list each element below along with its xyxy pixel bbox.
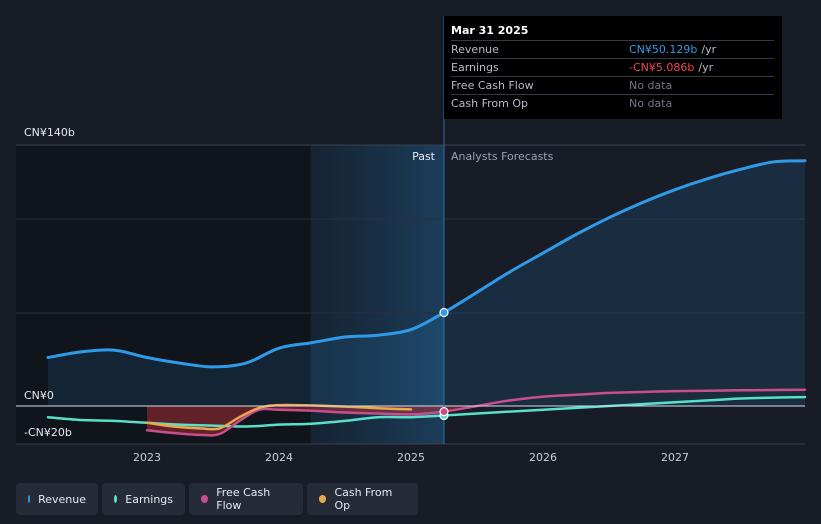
legend-dot-icon <box>114 495 118 503</box>
y-axis-label-top: CN¥140b <box>24 126 75 139</box>
chart-legend: Revenue Earnings Free Cash Flow Cash Fro… <box>16 483 422 515</box>
legend-label: Earnings <box>125 492 173 506</box>
y-axis-label-zero: CN¥0 <box>24 389 54 402</box>
legend-label: Cash From Op <box>334 486 393 512</box>
free-cash-flow-marker <box>439 407 449 417</box>
y-axis-label-bottom: -CN¥20b <box>24 426 72 439</box>
x-tick-label: 2023 <box>133 451 161 464</box>
legend-label: Free Cash Flow <box>216 486 271 512</box>
legend-item-revenue[interactable]: Revenue <box>16 483 98 515</box>
revenue-line <box>46 159 807 369</box>
legend-dot-icon <box>28 495 31 503</box>
tooltip-row-unit: /yr <box>698 61 714 74</box>
cash-from-op-line <box>145 403 413 431</box>
tooltip-row-free-cash-flow: Free Cash Flow No data <box>451 77 774 95</box>
legend-item-earnings[interactable]: Earnings <box>102 483 185 515</box>
x-tick-label: 2025 <box>397 451 425 464</box>
tooltip-row-name: Cash From Op <box>451 97 529 110</box>
legend-item-cash-from-op[interactable]: Cash From Op <box>307 483 418 515</box>
tooltip-row-value: No data <box>629 79 673 92</box>
revenue-marker <box>439 307 449 318</box>
legend-dot-icon <box>319 495 327 503</box>
data-tooltip: Mar 31 2025 Revenue CN¥50.129b /yr Earni… <box>444 16 782 119</box>
x-tick-label: 2026 <box>529 451 557 464</box>
tooltip-date: Mar 31 2025 <box>451 23 774 41</box>
tooltip-row-value: -CN¥5.086b <box>629 61 695 74</box>
legend-item-free-cash-flow[interactable]: Free Cash Flow <box>189 483 303 515</box>
past-label: Past <box>412 150 435 163</box>
tooltip-row-unit: /yr <box>701 43 717 56</box>
revenue-area <box>48 160 805 406</box>
x-tick-label: 2027 <box>661 451 689 464</box>
tooltip-row-value: CN¥50.129b <box>629 43 698 56</box>
tooltip-row-earnings: Earnings -CN¥5.086b /yr <box>451 59 774 77</box>
past-highlight-region <box>310 145 444 444</box>
earnings-line <box>46 395 807 428</box>
legend-dot-icon <box>201 495 209 503</box>
tooltip-row-value: No data <box>629 97 673 110</box>
tooltip-row-name: Earnings <box>451 61 499 74</box>
tooltip-row-name: Revenue <box>451 43 499 56</box>
legend-label: Revenue <box>38 492 86 506</box>
tooltip-row-cash-from-op: Cash From Op No data <box>451 95 774 112</box>
tooltip-row-revenue: Revenue CN¥50.129b /yr <box>451 41 774 59</box>
tooltip-row-name: Free Cash Flow <box>451 79 534 92</box>
forecast-label: Analysts Forecasts <box>451 150 554 163</box>
x-tick-label: 2024 <box>265 451 293 464</box>
